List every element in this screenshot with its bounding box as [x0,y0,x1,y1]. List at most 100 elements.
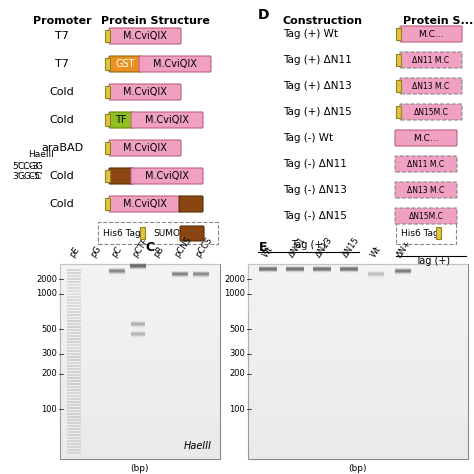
Text: pCCS: pCCS [193,236,214,259]
Bar [60,365,220,366]
FancyBboxPatch shape [395,208,457,224]
Bar [248,375,468,376]
Bar [60,278,220,279]
Bar [248,326,468,327]
Bar [313,270,331,272]
Bar [67,302,81,304]
Text: pE: pE [68,245,81,259]
Bar [60,352,220,353]
Bar [60,420,220,421]
Text: GST: GST [115,59,135,69]
Bar [60,298,220,299]
Bar [60,268,220,269]
Bar [248,306,468,307]
Bar [67,308,81,310]
Bar [248,378,468,379]
Bar [60,275,220,276]
Bar [60,293,220,294]
Bar [60,311,220,312]
FancyBboxPatch shape [131,168,203,184]
Bar [60,380,220,381]
Bar [248,308,468,309]
Bar [248,394,468,395]
Bar [248,439,468,440]
Bar [131,325,145,327]
Bar [248,419,468,420]
Bar [60,337,220,338]
Bar [340,271,358,273]
Bar [105,114,110,126]
Bar [193,273,209,274]
Bar [67,320,81,322]
Bar [248,333,468,334]
Bar [60,301,220,302]
Bar [193,272,209,273]
Text: 3'...CC: 3'...CC [12,172,41,181]
Bar [286,267,304,268]
Bar [60,410,220,411]
Bar [248,304,468,305]
Bar [67,299,81,301]
Bar [60,340,220,341]
Bar [131,334,145,336]
Bar [396,80,401,92]
FancyBboxPatch shape [109,140,181,156]
Bar [60,453,220,454]
Bar [248,345,468,346]
Bar [248,357,468,358]
FancyBboxPatch shape [109,56,141,72]
FancyBboxPatch shape [180,226,204,241]
Bar [67,380,81,382]
Bar [109,269,125,271]
Bar [248,324,468,325]
Bar [67,389,81,391]
Bar [248,302,468,303]
Bar [60,284,220,285]
Bar [248,339,468,340]
Bar [248,380,468,381]
Text: His6 Tag: His6 Tag [401,228,439,237]
Bar [60,454,220,455]
Bar [60,274,220,275]
Bar [248,292,468,293]
Bar [248,318,468,319]
Text: 1000: 1000 [224,290,245,299]
FancyBboxPatch shape [109,28,181,44]
Bar [248,358,468,359]
Bar [60,431,220,432]
Bar [248,409,468,410]
Bar [60,386,220,387]
Bar [60,432,220,433]
Bar [60,412,220,413]
Bar [248,303,468,304]
Text: Cold: Cold [50,199,74,209]
Text: His6 Tag: His6 Tag [103,228,141,237]
Bar [60,433,220,434]
Bar [248,401,468,402]
Bar [60,358,220,359]
Text: Wt: Wt [261,245,274,259]
Bar [248,388,468,389]
Bar [60,334,220,335]
Text: pG: pG [89,244,103,259]
Text: M.CviQIX: M.CviQIX [123,31,167,41]
Bar [60,456,220,457]
Bar [67,338,81,340]
Bar [248,283,468,284]
Bar [60,290,220,291]
Bar [60,403,220,404]
Bar [248,272,468,273]
Bar [259,270,277,272]
Bar [248,285,468,286]
Bar [60,404,220,405]
Bar [248,332,468,333]
Bar [60,325,220,326]
Bar [60,328,220,329]
Bar [60,447,220,448]
Bar [60,416,220,417]
Bar [67,317,81,319]
Bar [67,401,81,403]
Bar [60,345,220,346]
Text: 200: 200 [229,370,245,379]
Bar [248,428,468,429]
